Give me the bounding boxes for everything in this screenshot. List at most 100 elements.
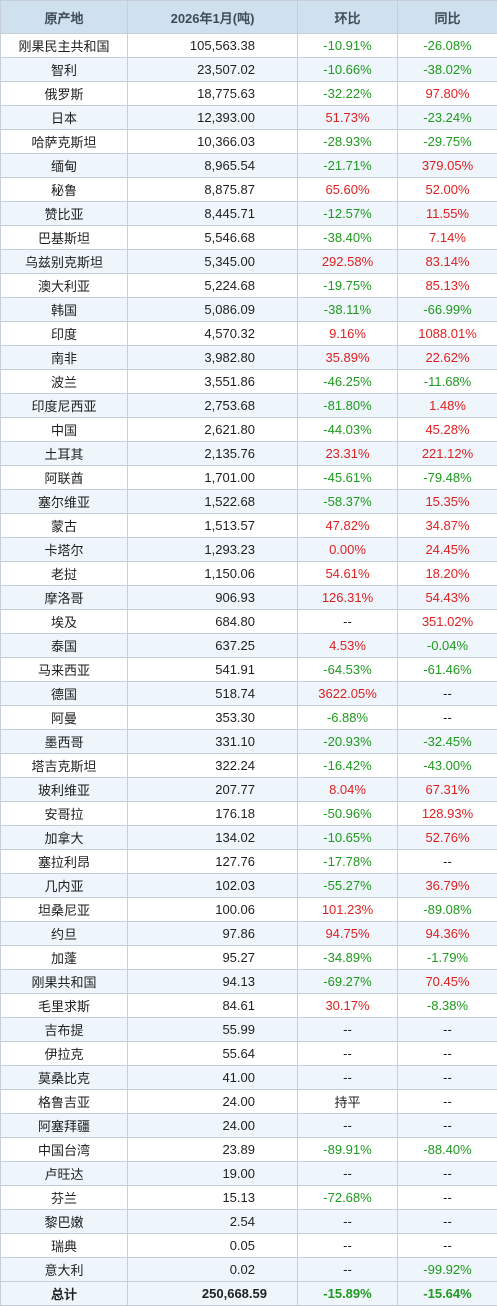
cell-volume: 541.91 xyxy=(128,658,298,682)
cell-origin: 约旦 xyxy=(1,922,128,946)
cell-origin: 格鲁吉亚 xyxy=(1,1090,128,1114)
cell-yoy: 52.76% xyxy=(398,826,497,850)
cell-mom: -46.25% xyxy=(298,370,398,394)
cell-yoy: 45.28% xyxy=(398,418,497,442)
cell-mom: -50.96% xyxy=(298,802,398,826)
cell-mom: 3622.05% xyxy=(298,682,398,706)
cell-mom: -10.66% xyxy=(298,58,398,82)
cell-volume: 2.54 xyxy=(128,1210,298,1234)
cell-origin: 秘鲁 xyxy=(1,178,128,202)
cell-origin: 印度尼西亚 xyxy=(1,394,128,418)
cell-mom: -- xyxy=(298,1066,398,1090)
cell-origin: 刚果民主共和国 xyxy=(1,34,128,58)
cell-origin: 南非 xyxy=(1,346,128,370)
cell-mom: -- xyxy=(298,1042,398,1066)
cell-volume: 84.61 xyxy=(128,994,298,1018)
cell-volume: 5,345.00 xyxy=(128,250,298,274)
cell-yoy: -- xyxy=(398,1186,497,1210)
cell-mom: 持平 xyxy=(298,1090,398,1114)
cell-volume: 3,982.80 xyxy=(128,346,298,370)
cell-volume: 4,570.32 xyxy=(128,322,298,346)
cell-volume: 331.10 xyxy=(128,730,298,754)
cell-origin: 缅甸 xyxy=(1,154,128,178)
cell-yoy: 24.45% xyxy=(398,538,497,562)
cell-origin: 卢旺达 xyxy=(1,1162,128,1186)
cell-yoy: -- xyxy=(398,1042,497,1066)
cell-origin: 塞尔维亚 xyxy=(1,490,128,514)
cell-volume: 1,513.57 xyxy=(128,514,298,538)
cell-origin: 阿曼 xyxy=(1,706,128,730)
cell-yoy: 85.13% xyxy=(398,274,497,298)
cell-volume: 1,150.06 xyxy=(128,562,298,586)
cell-origin: 波兰 xyxy=(1,370,128,394)
cell-mom: 126.31% xyxy=(298,586,398,610)
cell-volume: 684.80 xyxy=(128,610,298,634)
cell-mom: 4.53% xyxy=(298,634,398,658)
cell-mom: -19.75% xyxy=(298,274,398,298)
cell-yoy: 54.43% xyxy=(398,586,497,610)
cell-volume: 176.18 xyxy=(128,802,298,826)
cell-mom: -17.78% xyxy=(298,850,398,874)
cell-mom: -38.11% xyxy=(298,298,398,322)
cell-volume: 5,224.68 xyxy=(128,274,298,298)
cell-origin: 坦桑尼亚 xyxy=(1,898,128,922)
cell-volume: 24.00 xyxy=(128,1090,298,1114)
cell-volume: 0.05 xyxy=(128,1234,298,1258)
cell-origin: 塞拉利昂 xyxy=(1,850,128,874)
cell-origin: 吉布提 xyxy=(1,1018,128,1042)
cell-origin: 卡塔尔 xyxy=(1,538,128,562)
cell-origin: 摩洛哥 xyxy=(1,586,128,610)
header-origin: 原产地 xyxy=(1,1,128,34)
cell-volume: 10,366.03 xyxy=(128,130,298,154)
cell-mom: -10.65% xyxy=(298,826,398,850)
cell-volume: 24.00 xyxy=(128,1114,298,1138)
cell-volume: 127.76 xyxy=(128,850,298,874)
cell-volume: 518.74 xyxy=(128,682,298,706)
cell-origin: 巴基斯坦 xyxy=(1,226,128,250)
total-label: 总计 xyxy=(1,1282,128,1306)
cell-yoy: -- xyxy=(398,850,497,874)
cell-origin: 玻利维亚 xyxy=(1,778,128,802)
cell-origin: 埃及 xyxy=(1,610,128,634)
cell-yoy: 22.62% xyxy=(398,346,497,370)
cell-volume: 134.02 xyxy=(128,826,298,850)
cell-mom: -28.93% xyxy=(298,130,398,154)
cell-mom: -- xyxy=(298,1258,398,1282)
cell-volume: 5,086.09 xyxy=(128,298,298,322)
cell-volume: 0.02 xyxy=(128,1258,298,1282)
cell-mom: -16.42% xyxy=(298,754,398,778)
cell-yoy: -99.92% xyxy=(398,1258,497,1282)
cell-mom: 101.23% xyxy=(298,898,398,922)
cell-volume: 23,507.02 xyxy=(128,58,298,82)
cell-mom: 0.00% xyxy=(298,538,398,562)
cell-yoy: 94.36% xyxy=(398,922,497,946)
cell-mom: -- xyxy=(298,610,398,634)
cell-volume: 3,551.86 xyxy=(128,370,298,394)
cell-yoy: -- xyxy=(398,706,497,730)
cell-yoy: -26.08% xyxy=(398,34,497,58)
cell-yoy: 97.80% xyxy=(398,82,497,106)
